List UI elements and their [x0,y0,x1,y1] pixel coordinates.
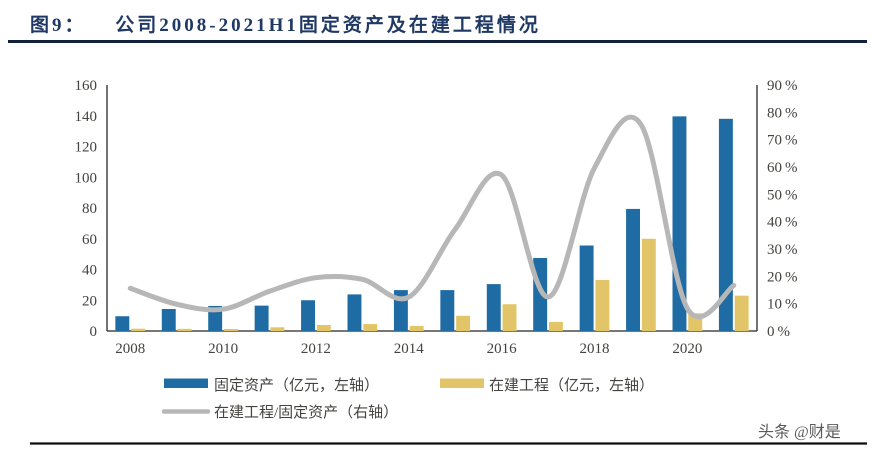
svg-text:2012: 2012 [301,341,331,357]
svg-text:70 %: 70 % [767,133,798,149]
svg-text:2008: 2008 [115,341,145,357]
svg-text:40 %: 40 % [767,215,798,231]
svg-text:2016: 2016 [487,341,518,357]
svg-text:0: 0 [90,324,98,340]
svg-text:20: 20 [82,293,97,309]
svg-text:40: 40 [82,263,97,279]
svg-text:80: 80 [82,201,97,217]
svg-text:80 %: 80 % [767,105,798,121]
svg-text:头条 @财是: 头条 @财是 [758,423,841,441]
svg-text:2020: 2020 [672,341,702,357]
svg-text:160: 160 [75,78,98,94]
svg-text:50 %: 50 % [767,187,798,203]
svg-text:140: 140 [75,109,98,125]
svg-text:120: 120 [75,140,98,156]
svg-text:2010: 2010 [208,341,238,357]
svg-text:在建工程（亿元，左轴）: 在建工程（亿元，左轴） [489,377,654,394]
svg-text:60 %: 60 % [767,160,798,176]
svg-text:2018: 2018 [580,341,610,357]
svg-text:20 %: 20 % [767,269,798,285]
svg-text:在建工程/固定资产（右轴）: 在建工程/固定资产（右轴） [214,404,398,421]
svg-text:10 %: 10 % [767,297,798,313]
svg-text:100: 100 [75,170,98,186]
svg-text:90 %: 90 % [767,78,798,94]
svg-text:0 %: 0 % [767,324,790,340]
svg-text:固定资产（亿元，左轴）: 固定资产（亿元，左轴） [214,377,379,394]
svg-text:60: 60 [82,232,97,248]
svg-text:2014: 2014 [394,341,425,357]
svg-text:30 %: 30 % [767,242,798,258]
